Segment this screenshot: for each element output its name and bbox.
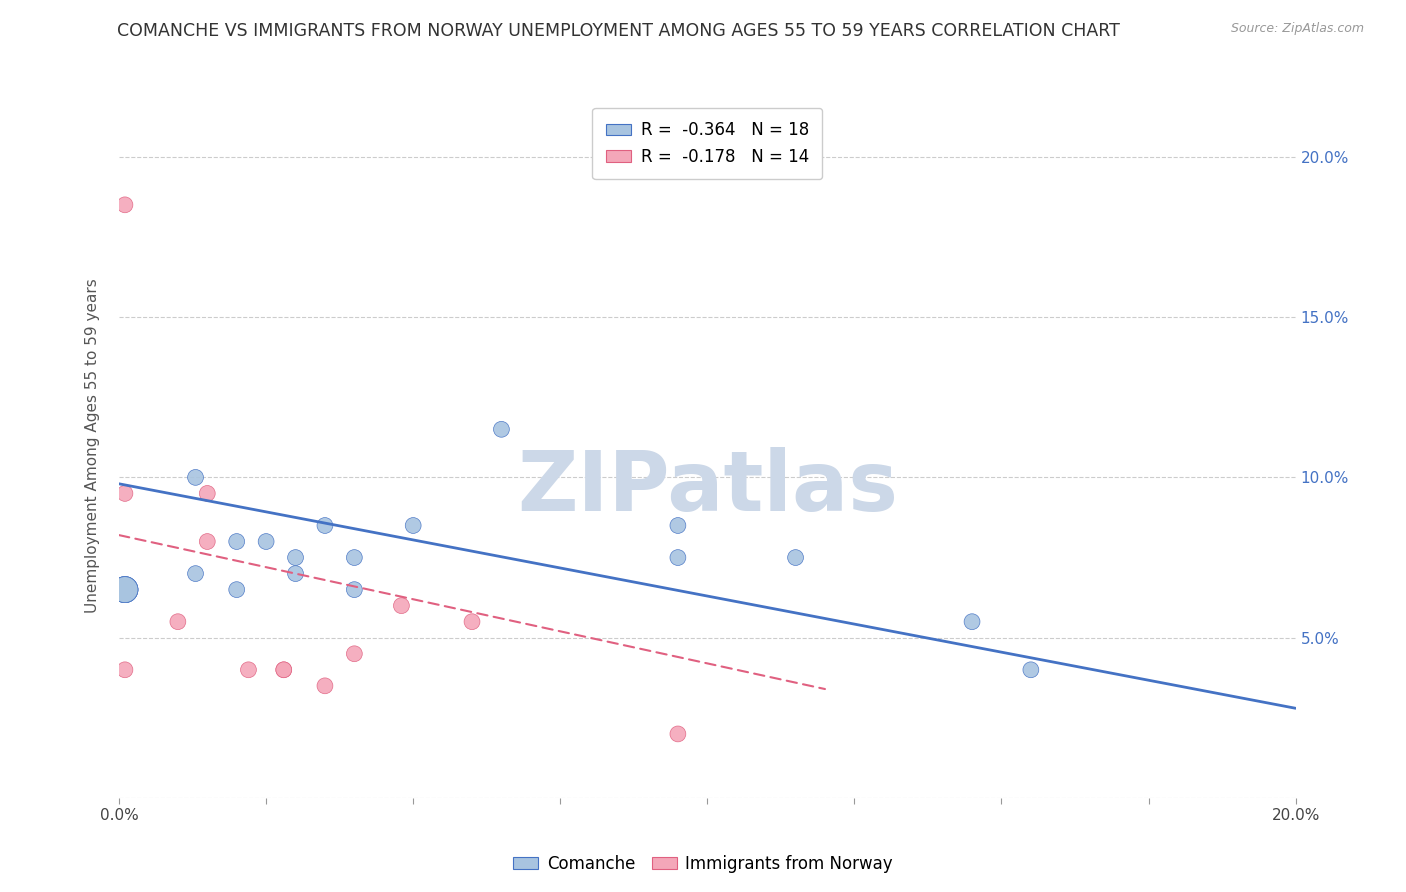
Y-axis label: Unemployment Among Ages 55 to 59 years: Unemployment Among Ages 55 to 59 years bbox=[86, 278, 100, 613]
Point bbox=[184, 470, 207, 484]
Point bbox=[666, 727, 689, 741]
Legend: Comanche, Immigrants from Norway: Comanche, Immigrants from Norway bbox=[506, 848, 900, 880]
Point bbox=[666, 518, 689, 533]
Point bbox=[114, 198, 136, 212]
Point bbox=[461, 615, 484, 629]
Text: ZIPatlas: ZIPatlas bbox=[517, 447, 898, 528]
Point bbox=[343, 647, 366, 661]
Point bbox=[184, 566, 207, 581]
Text: COMANCHE VS IMMIGRANTS FROM NORWAY UNEMPLOYMENT AMONG AGES 55 TO 59 YEARS CORREL: COMANCHE VS IMMIGRANTS FROM NORWAY UNEMP… bbox=[117, 22, 1121, 40]
Point bbox=[225, 534, 247, 549]
Point bbox=[114, 663, 136, 677]
Point bbox=[114, 582, 136, 597]
Point bbox=[195, 486, 218, 500]
Point bbox=[785, 550, 807, 565]
Point bbox=[225, 582, 247, 597]
Point bbox=[491, 422, 513, 436]
Point bbox=[1019, 663, 1042, 677]
Point bbox=[391, 599, 413, 613]
Point bbox=[114, 582, 136, 597]
Point bbox=[960, 615, 983, 629]
Point bbox=[273, 663, 295, 677]
Point bbox=[195, 534, 218, 549]
Point bbox=[114, 582, 136, 597]
Point bbox=[273, 663, 295, 677]
Point bbox=[666, 550, 689, 565]
Point bbox=[114, 486, 136, 500]
Point bbox=[314, 679, 336, 693]
Point bbox=[314, 518, 336, 533]
Point bbox=[114, 582, 136, 597]
Point bbox=[167, 615, 190, 629]
Text: Source: ZipAtlas.com: Source: ZipAtlas.com bbox=[1230, 22, 1364, 36]
Point bbox=[343, 550, 366, 565]
Point bbox=[238, 663, 260, 677]
Point bbox=[254, 534, 277, 549]
Point bbox=[402, 518, 425, 533]
Legend: R =  -0.364   N = 18, R =  -0.178   N = 14: R = -0.364 N = 18, R = -0.178 N = 14 bbox=[592, 108, 823, 179]
Point bbox=[343, 582, 366, 597]
Point bbox=[284, 566, 307, 581]
Point bbox=[284, 550, 307, 565]
